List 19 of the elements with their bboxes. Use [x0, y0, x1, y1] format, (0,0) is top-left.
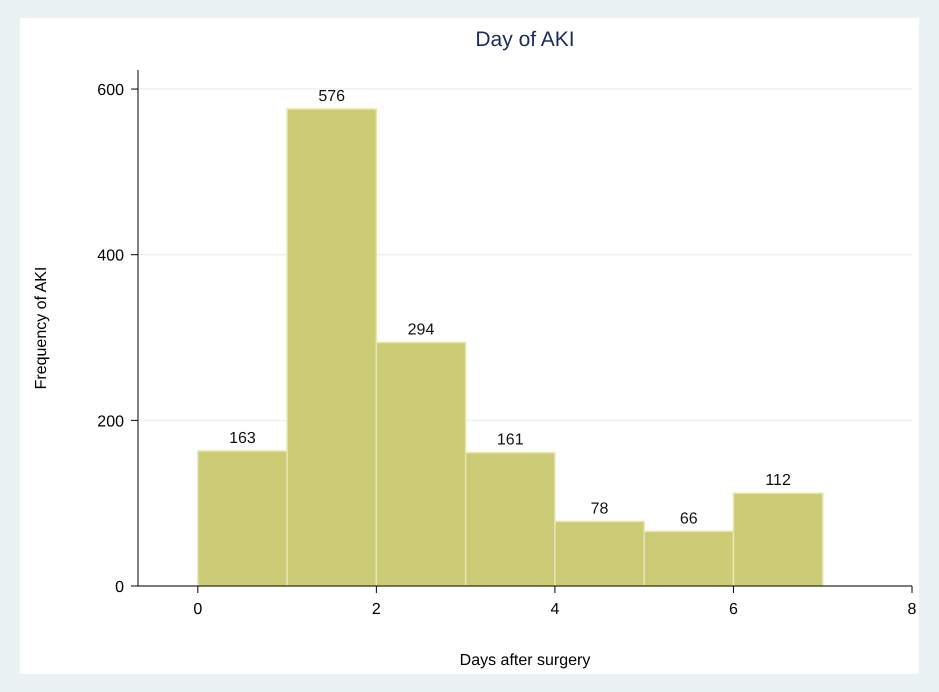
x-tick-label: 0 [193, 601, 202, 618]
x-tick-label: 2 [372, 601, 381, 618]
data-label: 66 [680, 510, 698, 528]
data-label: 576 [318, 88, 346, 105]
x-axis-title: Days after surgery [460, 652, 590, 669]
y-tick-label: 600 [97, 82, 124, 100]
data-label: 161 [496, 432, 524, 449]
x-tick-label: 6 [729, 601, 738, 618]
x-tick-label: 4 [550, 601, 560, 618]
y-axis-title: Frequency of AKI [33, 266, 50, 390]
x-tick-label: 8 [908, 601, 917, 618]
data-label: 112 [765, 472, 791, 490]
data-label: 78 [590, 500, 609, 518]
chart-title: Day of AKI [475, 28, 575, 51]
data-label: 163 [229, 430, 256, 447]
data-label: 294 [408, 321, 434, 338]
y-tick-label: 0 [115, 579, 124, 596]
y-tick-label: 400 [97, 248, 124, 265]
y-tick-label: 200 [97, 413, 124, 430]
